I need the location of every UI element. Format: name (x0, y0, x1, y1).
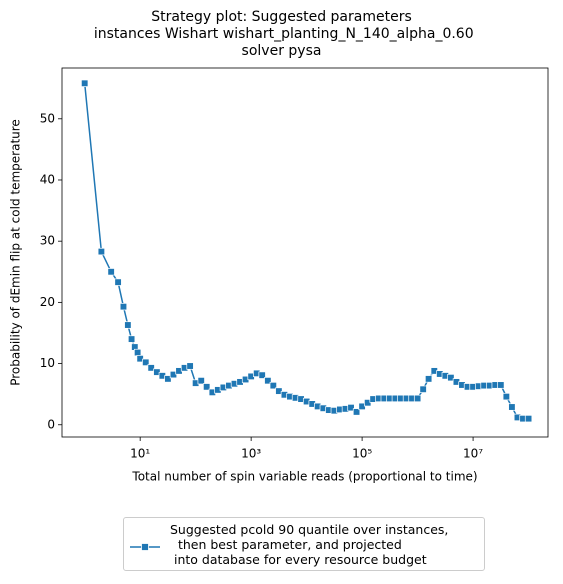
point-marker (352, 408, 361, 416)
point-marker (447, 373, 455, 382)
x-tick-label: 10³ (241, 447, 261, 461)
x-tick-label: 10¹ (130, 447, 150, 461)
chart-title: Strategy plot: Suggested parameters inst… (93, 9, 474, 59)
y-tick-label: 20 (40, 295, 55, 309)
point-marker (203, 383, 211, 391)
point-marker (119, 303, 128, 311)
point-marker (133, 348, 142, 357)
point-marker (413, 394, 422, 403)
point-marker (497, 381, 505, 389)
point-marker (107, 268, 115, 276)
point-marker (347, 403, 355, 412)
point-marker (419, 385, 427, 393)
point-marker (264, 377, 272, 385)
y-tick-label: 10 (40, 356, 55, 370)
point-marker (153, 368, 161, 376)
point-marker (97, 247, 106, 256)
point-marker (164, 375, 172, 383)
point-marker (169, 370, 178, 379)
point-marker (269, 381, 277, 390)
legend-label: Suggested pcold 90 quantile over instanc… (170, 522, 449, 567)
point-marker (124, 321, 132, 329)
y-axis-label: Probability of dEmin flip at cold temper… (9, 119, 23, 386)
point-marker (147, 364, 155, 372)
point-marker (142, 358, 150, 366)
y-tick-label: 50 (40, 111, 55, 125)
plot-frame (61, 67, 549, 438)
x-axis-label: Total number of spin variable reads (pro… (131, 470, 477, 484)
point-marker (136, 355, 144, 363)
point-marker (275, 387, 283, 395)
point-marker (186, 362, 194, 370)
point-marker (197, 377, 205, 385)
point-marker (364, 399, 372, 407)
x-tick-label: 10⁷ (463, 447, 483, 461)
y-tick-label: 40 (40, 172, 55, 186)
legend-swatch (130, 543, 160, 551)
point-marker (358, 402, 366, 411)
point-marker (424, 375, 433, 383)
point-marker (502, 392, 511, 401)
point-marker (258, 371, 266, 379)
point-marker (81, 79, 89, 87)
y-tick-label: 30 (40, 234, 55, 248)
point-marker (508, 403, 516, 411)
point-marker (127, 335, 136, 343)
point-marker (524, 414, 533, 423)
legend: Suggested pcold 90 quantile over instanc… (123, 517, 485, 571)
point-marker (114, 278, 122, 286)
x-tick-label: 10⁵ (352, 447, 372, 461)
legend-marker (141, 543, 149, 551)
y-tick-label: 0 (47, 417, 55, 431)
